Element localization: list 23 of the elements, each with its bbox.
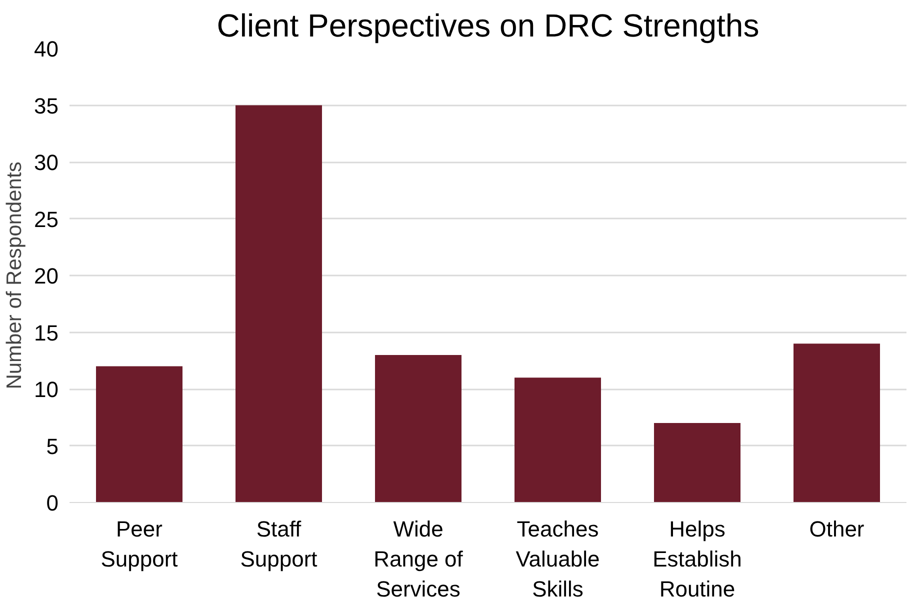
y-tick-label: 20 <box>34 264 59 288</box>
bar <box>236 105 322 502</box>
x-tick-label: Wide Range of Services <box>374 516 464 602</box>
bar <box>794 344 880 502</box>
y-tick-label: 5 <box>46 434 59 459</box>
y-tick-label: 40 <box>34 36 59 62</box>
y-axis-title: Number of Respondents <box>3 162 26 390</box>
y-tick-label: 35 <box>34 93 59 118</box>
y-tick-label: 0 <box>46 490 59 516</box>
x-tick-label: Teaches Valuable Skills <box>516 516 600 602</box>
y-tick-label: 30 <box>34 150 59 175</box>
x-tick-label: Other <box>809 516 864 542</box>
bar <box>375 354 462 502</box>
y-tick-label: 10 <box>34 377 59 402</box>
bar <box>514 378 601 502</box>
chart-title: Client Perspectives on DRC Strengths <box>216 8 760 44</box>
x-tick-label: Peer Support <box>100 516 178 572</box>
y-tick-label: 15 <box>34 320 59 346</box>
bar <box>96 366 182 502</box>
bar <box>654 423 740 502</box>
x-tick-label: Helps Establish Routine <box>652 516 742 602</box>
x-tick-label: Staff Support <box>240 516 318 572</box>
y-tick-label: 25 <box>34 206 59 232</box>
